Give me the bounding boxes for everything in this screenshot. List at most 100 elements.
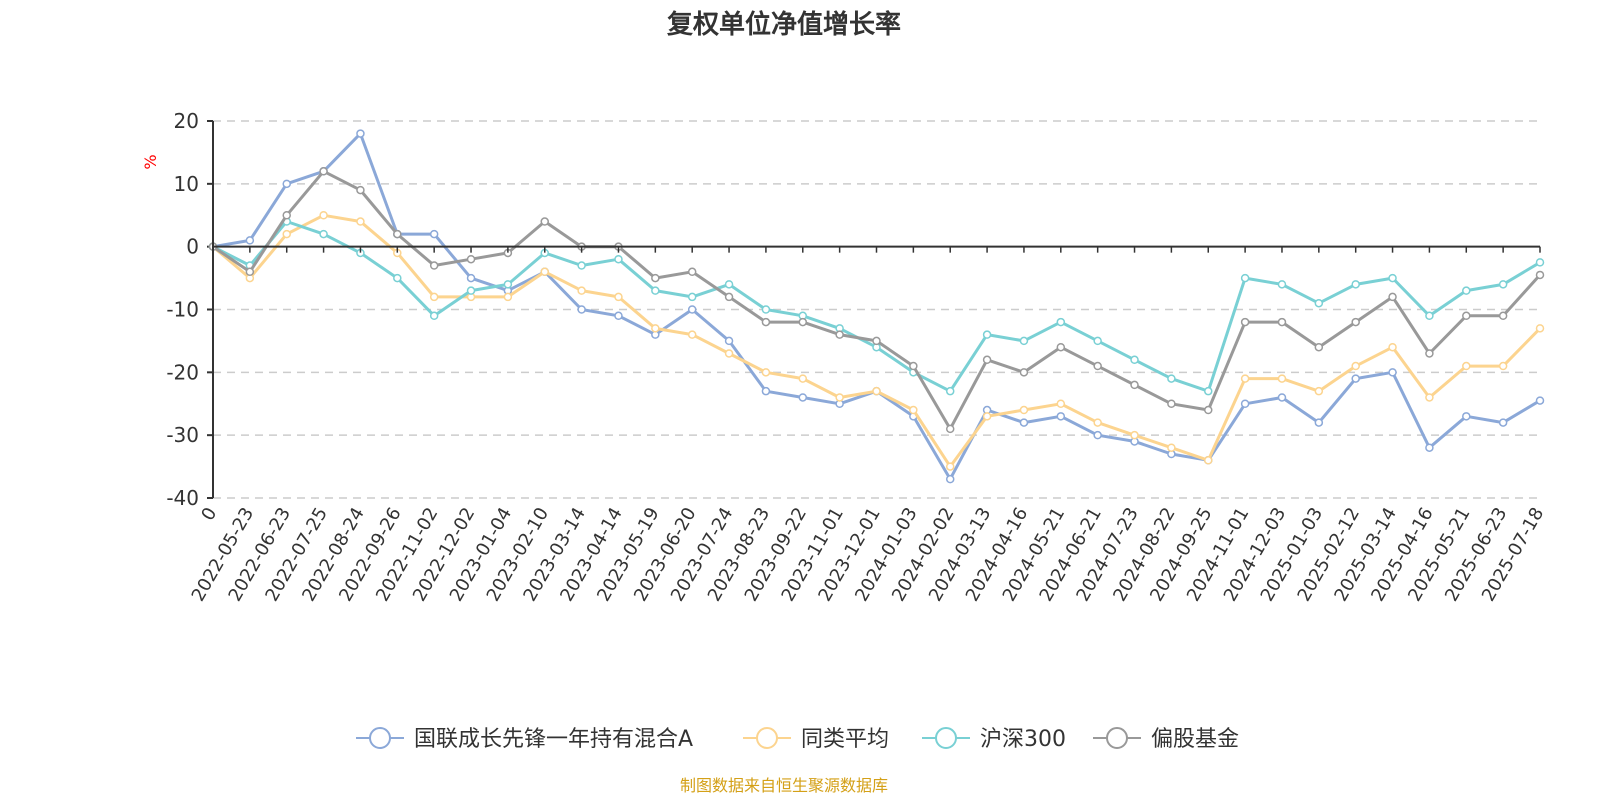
data-point bbox=[798, 317, 808, 327]
data-point bbox=[1167, 399, 1176, 408]
y-tick-label: -10 bbox=[166, 298, 199, 322]
data-point bbox=[761, 317, 771, 327]
data-point bbox=[1056, 399, 1066, 408]
data-point bbox=[1351, 317, 1360, 327]
data-point bbox=[1240, 374, 1250, 383]
data-point bbox=[319, 211, 328, 220]
data-point bbox=[356, 185, 365, 195]
data-point bbox=[1130, 430, 1139, 440]
data-point bbox=[1019, 405, 1029, 415]
data-point bbox=[1314, 386, 1324, 396]
data-point bbox=[356, 217, 365, 226]
data-point bbox=[503, 280, 513, 289]
data-point bbox=[1167, 374, 1176, 383]
data-point bbox=[909, 361, 918, 371]
data-point bbox=[835, 393, 844, 402]
data-point bbox=[1019, 418, 1029, 427]
legend-label: 偏股基金 bbox=[1151, 727, 1239, 752]
data-point bbox=[872, 386, 881, 396]
data-point bbox=[761, 386, 771, 396]
data-point bbox=[577, 305, 586, 314]
data-point bbox=[687, 330, 697, 339]
data-point bbox=[577, 286, 586, 295]
data-point bbox=[724, 349, 734, 358]
data-point bbox=[1351, 280, 1360, 289]
data-point bbox=[945, 462, 955, 471]
data-point bbox=[1388, 342, 1397, 352]
x-tick-label: 0 bbox=[197, 504, 221, 524]
data-point bbox=[872, 336, 881, 346]
data-point bbox=[909, 405, 918, 415]
legend-item-2[interactable]: 沪深300 bbox=[922, 727, 1066, 752]
data-point bbox=[1204, 456, 1213, 465]
data-point bbox=[1019, 336, 1029, 346]
legend[interactable]: 国联成长先锋一年持有混合A 同类平均 沪深300 偏股基金 bbox=[356, 727, 1239, 752]
y-axis-ticks: 20 10 0 -10 -20 -30 -40 bbox=[166, 109, 213, 510]
data-point bbox=[945, 424, 955, 434]
data-point bbox=[1535, 258, 1545, 267]
y-tick-label: -40 bbox=[166, 486, 199, 510]
legend-item-0[interactable]: 国联成长先锋一年持有混合A bbox=[356, 727, 693, 752]
data-point bbox=[1277, 374, 1287, 383]
data-point bbox=[761, 368, 771, 377]
data-point bbox=[945, 386, 955, 396]
data-point bbox=[577, 261, 586, 270]
data-point bbox=[724, 292, 734, 302]
data-point bbox=[1351, 361, 1360, 371]
data-point bbox=[503, 292, 513, 302]
data-point bbox=[1167, 443, 1176, 452]
legend-item-1[interactable]: 同类平均 bbox=[743, 727, 889, 752]
data-point bbox=[1314, 298, 1324, 308]
data-point bbox=[1093, 430, 1102, 440]
data-point bbox=[1425, 443, 1434, 452]
legend-item-3[interactable]: 偏股基金 bbox=[1093, 727, 1239, 752]
data-point bbox=[1093, 336, 1102, 346]
data-point bbox=[282, 211, 291, 220]
data-point bbox=[687, 292, 697, 302]
data-point bbox=[835, 330, 844, 339]
data-point bbox=[761, 305, 771, 314]
data-point bbox=[1425, 349, 1434, 358]
data-point bbox=[429, 261, 439, 270]
data-point bbox=[1277, 280, 1287, 289]
data-point bbox=[540, 267, 549, 277]
x-axis-ticks: 02022-05-232022-06-232022-07-252022-08-2… bbox=[188, 246, 1548, 605]
data-point bbox=[1535, 324, 1545, 333]
legend-label: 沪深300 bbox=[980, 727, 1066, 752]
data-point bbox=[1277, 317, 1287, 327]
data-point bbox=[393, 229, 402, 239]
data-point bbox=[540, 217, 549, 226]
data-point bbox=[319, 167, 328, 176]
data-point bbox=[1277, 393, 1287, 402]
data-point bbox=[798, 393, 808, 402]
data-point bbox=[466, 286, 476, 295]
data-point bbox=[1498, 418, 1508, 427]
data-point bbox=[1240, 317, 1250, 327]
data-point bbox=[1351, 374, 1360, 383]
legend-marker-icon bbox=[1106, 727, 1128, 749]
data-point bbox=[429, 292, 439, 302]
data-point bbox=[393, 273, 402, 283]
data-point bbox=[429, 229, 439, 239]
data-point bbox=[1093, 418, 1102, 427]
data-point bbox=[614, 254, 623, 264]
data-point bbox=[1462, 361, 1471, 371]
data-point bbox=[1535, 270, 1545, 280]
data-point bbox=[466, 254, 476, 264]
legend-marker-icon bbox=[756, 727, 778, 749]
data-point bbox=[356, 129, 365, 138]
data-point bbox=[651, 273, 660, 283]
data-point bbox=[1056, 317, 1066, 327]
y-tick-label: 20 bbox=[174, 109, 199, 133]
data-point bbox=[1425, 311, 1434, 321]
data-point bbox=[1056, 412, 1066, 421]
data-point bbox=[982, 330, 992, 339]
data-point bbox=[651, 286, 660, 295]
data-point bbox=[687, 305, 697, 314]
data-point bbox=[1204, 405, 1213, 415]
y-axis-unit-label: % bbox=[141, 154, 160, 169]
data-point bbox=[1388, 368, 1397, 377]
data-point bbox=[724, 280, 734, 289]
y-tick-label: -20 bbox=[166, 360, 199, 384]
